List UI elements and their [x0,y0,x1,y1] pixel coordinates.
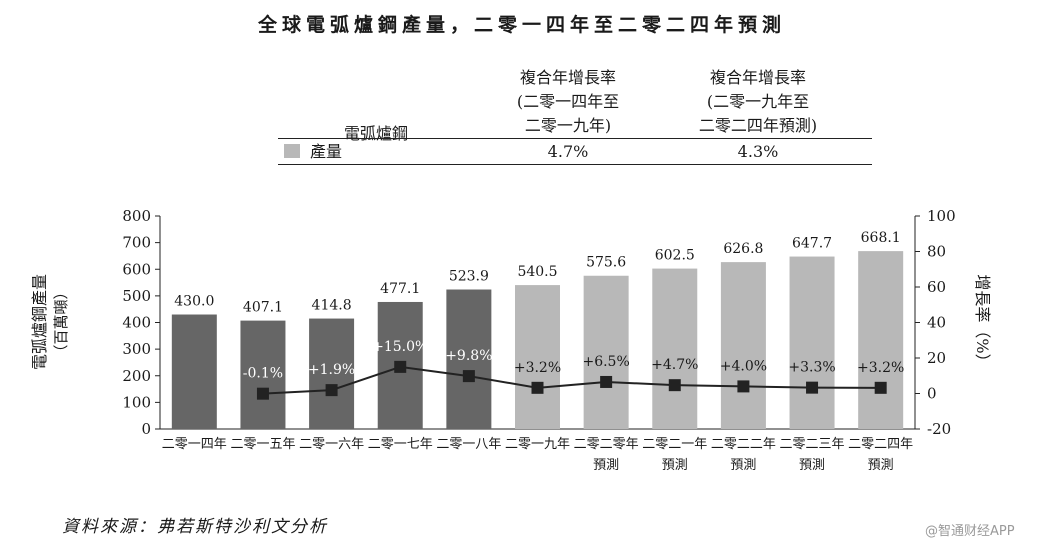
cagr-table-col1-value: 4.7% [547,142,589,161]
x-tick-label: 預測 [799,458,825,473]
bar-value-label: 626.8 [723,241,763,257]
bar-value-label: 430.0 [174,294,214,310]
bar-value-label: 647.7 [792,236,832,252]
growth-rate-marker [737,380,750,393]
growth-rate-marker [462,370,475,383]
left-tick-label: 700 [122,234,151,252]
watermark: @智通财经APP [925,524,1015,539]
x-tick-label: 二零一九年 [505,437,570,452]
growth-rate-marker [874,381,887,394]
cagr-table-swatch [284,144,300,158]
x-tick-label: 二零一六年 [299,437,364,452]
growth-rate-marker [531,381,544,394]
bar [515,285,560,429]
source-note: 資料來源：弗若斯特沙利文分析 [62,517,328,537]
x-tick-label: 二零一四年 [162,437,227,452]
x-tick-label: 二零二一年 [642,437,707,452]
x-tick-label: 預測 [593,458,619,473]
x-tick-label: 二零二二年 [711,437,776,452]
growth-rate-marker [806,381,819,394]
bar-value-label: 602.5 [655,248,695,264]
right-tick-label: 0 [927,385,937,403]
chart-title: 全球電弧爐鋼產量，二零一四年至二零二四年預測 [257,14,786,36]
bar [309,318,355,429]
cagr-table-col2-header: 複合年增長率 (二零一九年至 二零二四年預測) [698,68,818,135]
growth-rate-label: -0.1% [243,366,283,382]
x-tick-label: 預測 [662,458,688,473]
x-tick-label: 二零二零年 [574,437,639,452]
y-axis-subtitle: （百萬噸） [52,284,70,359]
growth-rate-label: +6.5% [582,354,629,370]
bar-value-label: 575.6 [586,255,626,271]
x-tick-label: 預測 [730,458,756,473]
right-tick-label: 20 [927,349,946,367]
cagr-table-bottom-rule [278,164,872,165]
bar [858,251,904,429]
cagr-table-top-rule [278,138,872,139]
bar-value-label: 414.8 [312,298,352,314]
bar [789,256,835,429]
x-tick-label: 二零二三年 [780,437,845,452]
left-tick-label: 500 [122,287,151,305]
growth-rate-label: +3.2% [514,360,561,376]
growth-rate-label: +9.8% [445,348,492,364]
right-tick-label: 40 [927,314,946,332]
growth-rate-marker [668,379,681,392]
growth-rate-label: +3.2% [857,360,904,376]
cagr-table-col1-header: 複合年增長率 (二零一四年至 二零一九年) [516,68,620,135]
bar-value-label: 523.9 [449,269,489,285]
bar [446,289,492,429]
y-axis-title: 電弧爐鋼產量 [30,274,49,370]
left-tick-label: 300 [122,340,151,358]
growth-rate-marker [325,384,338,397]
left-tick-label: 400 [122,314,151,332]
bar [652,268,698,429]
x-tick-label: 二零一七年 [368,437,433,452]
right-tick-label: -20 [927,420,951,438]
growth-rate-marker [394,360,407,373]
growth-rate-label: +3.3% [788,360,835,376]
bar-value-label: 407.1 [243,300,283,316]
cagr-table-row-label: 產量 [310,142,343,161]
bar [240,320,286,429]
x-tick-label: 預測 [868,458,894,473]
growth-rate-line [262,365,881,395]
bar [720,262,766,429]
y2-axis-title: 增長率（%） [973,274,992,369]
bar-value-label: 477.1 [380,281,420,297]
x-tick-label: 二零一五年 [230,437,295,452]
growth-rate-marker [256,387,269,400]
bar-value-label: 668.1 [861,230,901,246]
bar [583,275,629,429]
right-tick-label: 80 [927,243,946,261]
left-tick-label: 800 [122,207,151,225]
x-tick-label: 二零一八年 [436,437,501,452]
left-tick-label: 600 [122,260,151,278]
bar [171,314,217,429]
growth-rate-label: +4.7% [651,357,698,373]
right-tick-label: 100 [927,207,956,225]
right-tick-label: 60 [927,278,946,296]
growth-rate-label: +4.0% [720,358,767,374]
left-tick-label: 100 [122,393,151,411]
bar-value-label: 540.5 [517,264,557,280]
left-tick-label: 200 [122,367,151,385]
growth-rate-marker [600,375,613,388]
cagr-table-col2-value: 4.3% [737,142,779,161]
x-tick-label: 二零二四年 [848,437,913,452]
growth-rate-label: +15.0% [372,339,428,355]
growth-rate-label: +1.9% [308,362,355,378]
cagr-table-row: 產量 [284,142,342,162]
left-tick-label: 0 [141,420,151,438]
